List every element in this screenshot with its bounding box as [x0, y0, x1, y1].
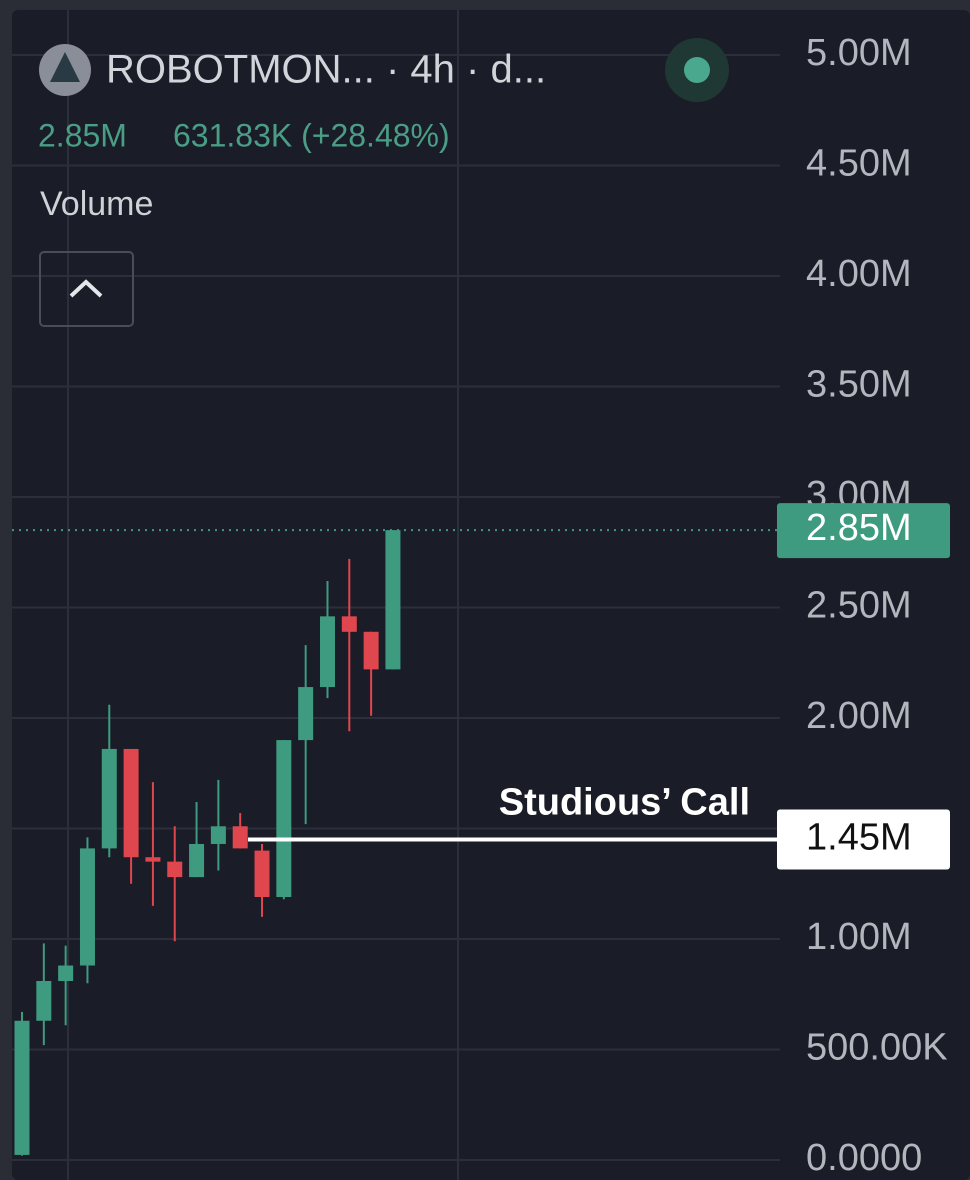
y-tick-label: 0.0000	[806, 1137, 922, 1179]
candle-body	[276, 740, 292, 898]
y-tick-label: 2.00M	[806, 695, 912, 737]
collapse-button[interactable]	[39, 251, 134, 327]
annotation-tag	[777, 809, 950, 870]
y-tick-label: 2.50M	[806, 585, 912, 627]
last-price-label: 2.85M	[806, 507, 912, 549]
change: 631.83K (+28.48%)	[173, 117, 450, 153]
candle-body	[58, 965, 74, 981]
y-tick-label: 5.00M	[806, 32, 912, 74]
annotation-text: Studious’ Call	[499, 782, 750, 824]
candle-body	[319, 616, 335, 688]
coin-icon-glyph	[50, 52, 80, 82]
y-tick-label: 3.50M	[806, 364, 912, 406]
candle-body	[101, 748, 117, 849]
price: 2.85M	[38, 117, 127, 153]
candle-body	[189, 843, 205, 878]
panel	[12, 10, 970, 1180]
candle-body	[232, 826, 248, 849]
candle-body	[385, 530, 401, 670]
annotation-label: 1.45M	[806, 817, 912, 859]
candle-body	[254, 850, 270, 898]
symbol: ROBOTMON... · 4h · d...	[106, 48, 546, 92]
live-dot	[684, 57, 710, 83]
candle-body	[14, 1020, 30, 1155]
candle-body	[363, 631, 379, 670]
candle-body	[145, 857, 161, 862]
y-tick-label: 500.00K	[806, 1027, 948, 1069]
candle-body	[341, 616, 357, 632]
last-price-tag	[777, 503, 950, 559]
chevron	[69, 279, 103, 298]
candle-body	[298, 687, 314, 741]
candle-body	[167, 861, 183, 878]
y-tick-label: 1.00M	[806, 916, 912, 958]
indicator: Volume	[40, 185, 153, 223]
candle-body	[79, 848, 95, 966]
y-tick-label: 4.50M	[806, 143, 912, 185]
grid	[12, 54, 780, 1161]
y-tick-label: 4.00M	[806, 253, 912, 295]
candle-body	[210, 826, 226, 844]
marks	[14, 530, 401, 1156]
candle-body	[36, 980, 52, 1021]
candle-body	[123, 748, 139, 858]
